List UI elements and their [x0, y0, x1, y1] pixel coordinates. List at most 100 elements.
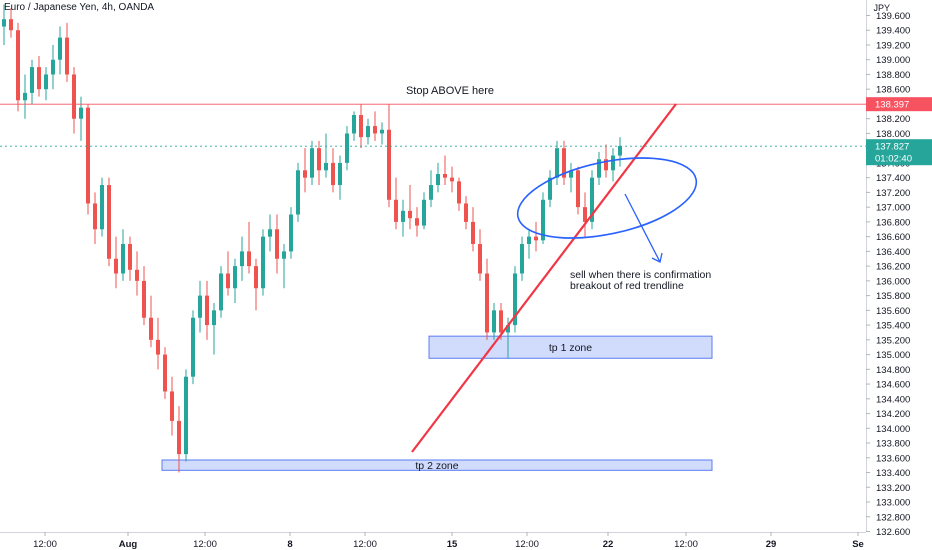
candle-body: [436, 173, 440, 186]
price-tick-label: 138.800: [876, 70, 910, 81]
price-tick-label: 137.000: [876, 203, 910, 214]
candle-body: [520, 244, 524, 274]
candle-body: [492, 310, 496, 333]
candle-body: [16, 30, 20, 101]
candle-body: [541, 199, 545, 241]
price-tick-label: 134.000: [876, 424, 910, 435]
sell-text-line2: breakout of red trendline: [570, 280, 684, 292]
stop-text: Stop ABOVE here: [406, 85, 494, 97]
time-tick-label: 12:00: [193, 539, 217, 550]
candle-body: [429, 185, 433, 200]
candle-body: [415, 218, 419, 226]
price-tick-label: 134.400: [876, 394, 910, 405]
candle-body: [324, 162, 328, 171]
candle-body: [583, 207, 587, 222]
price-tick-label: 138.000: [876, 129, 910, 140]
confirmation-ellipse: [516, 157, 698, 239]
candle-body: [282, 251, 286, 259]
candle-body: [443, 173, 447, 178]
price-tick-label: 134.600: [876, 380, 910, 391]
price-tick-label: 135.200: [876, 335, 910, 346]
candle-body: [485, 273, 489, 333]
price-tick-label: 133.400: [876, 468, 910, 479]
tp2-zone-label: tp 2 zone: [415, 460, 458, 472]
stop-price-tag: [866, 97, 932, 112]
time-tick-label: 12:00: [515, 539, 539, 550]
candle-body: [254, 266, 258, 289]
candle-body: [2, 19, 6, 27]
price-tick-label: 139.400: [876, 26, 910, 37]
candle-body: [555, 148, 559, 178]
price-tick-label: 136.600: [876, 232, 910, 243]
candle-body: [317, 148, 321, 171]
price-tick-label: 138.200: [876, 114, 910, 125]
candle-body: [191, 317, 195, 377]
time-tick-label: 12:00: [674, 539, 698, 550]
tp1-zone-label: tp 1 zone: [549, 342, 592, 354]
candle-body: [226, 273, 230, 289]
candle-body: [247, 251, 251, 267]
candle-body: [387, 129, 391, 200]
candle-body: [79, 107, 83, 119]
candle-body: [359, 115, 363, 138]
candle-body: [450, 177, 454, 182]
price-tick-label: 132.800: [876, 512, 910, 523]
candle-body: [534, 236, 538, 241]
candle-body: [331, 162, 335, 186]
candle-body: [37, 67, 41, 90]
stop-price-tag-label: 138.397: [875, 100, 909, 111]
price-tick-label: 136.200: [876, 262, 910, 273]
time-tick-label: 8: [287, 539, 292, 550]
candle-body: [506, 325, 510, 333]
time-tick-label: Aug: [119, 539, 138, 550]
price-tick-label: 139.000: [876, 55, 910, 66]
candle-body: [219, 273, 223, 311]
candle-body: [142, 280, 146, 318]
price-axis[interactable]: 139.600 139.400 139.200 139.000 138.800 138.6…: [866, 0, 932, 550]
price-tick-label: 135.400: [876, 321, 910, 332]
candle-body: [310, 148, 314, 178]
candle-body: [408, 210, 412, 219]
candle-body: [275, 229, 279, 259]
last-price-tag-label: 137.827: [875, 142, 909, 153]
candle-body: [184, 376, 188, 455]
price-tick-label: 137.200: [876, 188, 910, 199]
candle-body: [548, 177, 552, 200]
candle-body: [30, 67, 34, 93]
time-axis[interactable]: 12:00 Aug 12:00 8 12:00 15 12:00 22 12:00 29 Se: [0, 532, 866, 550]
candle-body: [394, 199, 398, 222]
candle-body: [464, 203, 468, 222]
candle-body: [149, 317, 153, 340]
candle-body: [296, 170, 300, 215]
countdown-tag-label: 01:02:40: [875, 154, 912, 165]
candle-body: [345, 133, 349, 163]
time-tick-label: 12:00: [33, 539, 57, 550]
price-tick-label: 136.000: [876, 276, 910, 287]
sell-text-line1: sell when there is confirmation: [570, 269, 711, 281]
last-price-tag: [866, 139, 932, 166]
down-arrow-shaft: [624, 193, 661, 263]
candle-body: [114, 258, 118, 274]
candle-body: [261, 236, 265, 289]
candle-body: [44, 74, 48, 90]
price-tick-label: 133.000: [876, 498, 910, 509]
candle-body: [72, 74, 76, 119]
currency-label: JPY: [873, 3, 890, 13]
candle-body: [58, 37, 62, 60]
candle-body: [303, 170, 307, 178]
candle-body: [457, 181, 461, 204]
price-tick-label: 133.800: [876, 439, 910, 450]
symbol-title[interactable]: Euro / Japanese Yen, 4h, OANDA: [4, 2, 155, 13]
candle-body: [499, 310, 503, 333]
red-trendline: [411, 103, 677, 453]
candle-body: [366, 126, 370, 138]
candle-body: [562, 148, 566, 178]
candle-body: [51, 59, 55, 75]
candle-body: [163, 354, 167, 392]
candle-body: [170, 391, 174, 421]
price-tick-label: 134.200: [876, 409, 910, 420]
price-tick-label: 138.600: [876, 85, 910, 96]
candle-body: [107, 185, 111, 259]
candle-body: [128, 244, 132, 270]
